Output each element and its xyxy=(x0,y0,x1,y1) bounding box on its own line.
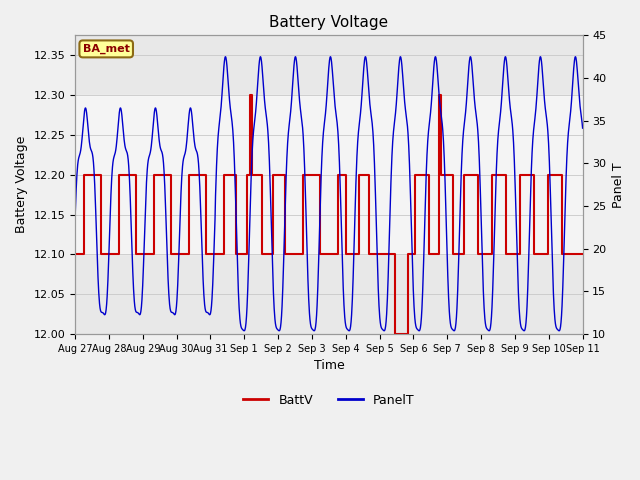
Bar xyxy=(75,95,582,254)
Title: Battery Voltage: Battery Voltage xyxy=(269,15,388,30)
X-axis label: Time: Time xyxy=(314,360,344,372)
Y-axis label: Battery Voltage: Battery Voltage xyxy=(15,136,28,233)
Text: BA_met: BA_met xyxy=(83,44,130,54)
Legend: BattV, PanelT: BattV, PanelT xyxy=(238,389,419,411)
Y-axis label: Panel T: Panel T xyxy=(612,162,625,207)
